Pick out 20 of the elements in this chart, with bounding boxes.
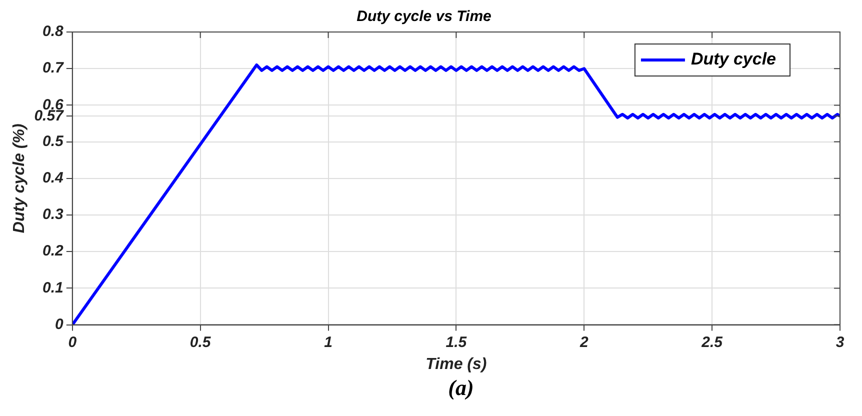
y-axis-title: Duty cycle (%) — [11, 124, 28, 234]
y-tick-label: 0.1 — [42, 279, 64, 296]
y-tick-label: 0.2 — [42, 242, 64, 260]
x-tick-label: 1 — [324, 334, 332, 351]
text: (a) — [447, 374, 475, 402]
x-tick-label: 0 — [68, 334, 78, 351]
y-tick-label: 0.5 — [42, 132, 64, 150]
x-tick-label: 2 — [578, 334, 589, 351]
x-tick-label: 2.5 — [700, 334, 724, 351]
legend-label: Duty cycle — [690, 50, 776, 69]
x-axis-title: Time (s) — [426, 356, 487, 373]
x-tick-label: 1.5 — [446, 334, 468, 351]
y-tick-label: 0.7 — [42, 60, 64, 77]
x-tick-label: 3 — [836, 334, 845, 351]
y-tick-label: 0.4 — [42, 170, 64, 187]
y-tick-label: 0.3 — [42, 206, 64, 224]
chart-title: Duty cycle vs Time — [356, 8, 492, 26]
y-tick-label: 0.8 — [42, 23, 64, 40]
y-tick-label: 0 — [55, 316, 64, 333]
x-tick-label: 0.5 — [190, 334, 212, 351]
